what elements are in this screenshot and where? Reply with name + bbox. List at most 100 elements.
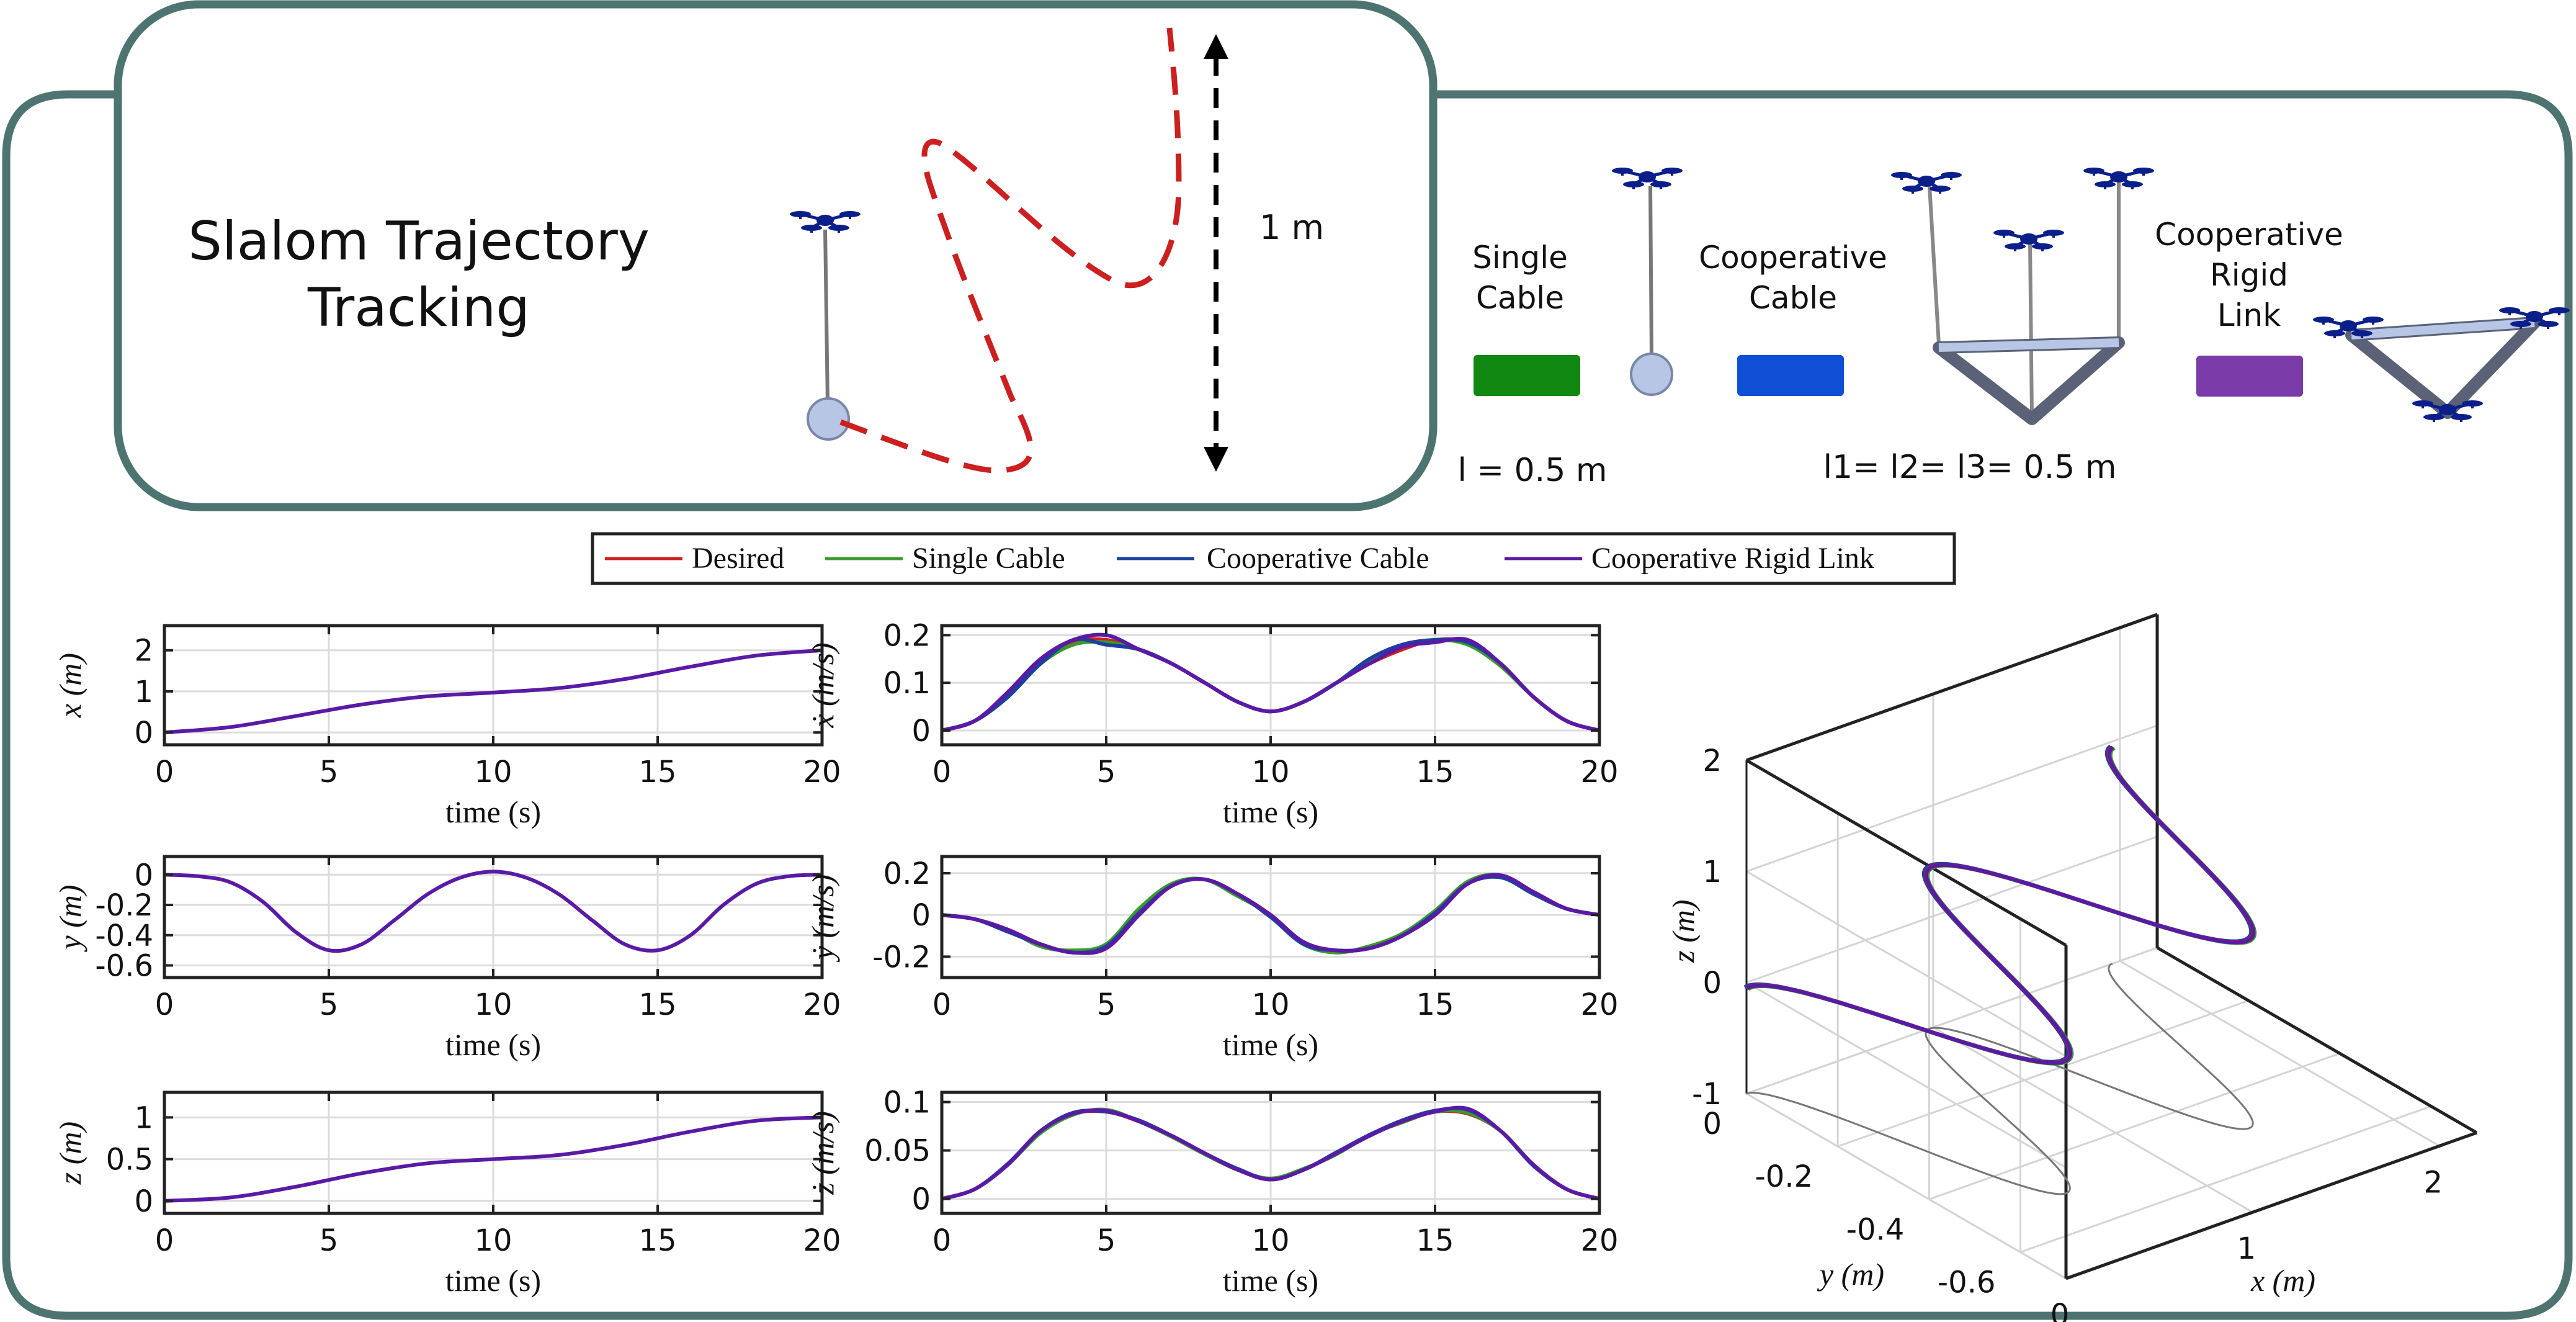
z-tick-label: 2 [1702, 744, 1722, 778]
x-tick-label: 0 [932, 1223, 952, 1258]
y-tick-label: 1 [134, 675, 153, 709]
y-axis-label: z (m) [53, 1122, 87, 1185]
x-tick-label: 20 [803, 755, 841, 789]
drone-icon [2083, 168, 2154, 189]
line-chart-6: 0 5 10 15 20 0 0.05 0.1 time (s) ż (m/s) [805, 1086, 1619, 1298]
coop-lengths-label: l1= l2= l3= 0.5 m [1823, 449, 2117, 486]
x-tick-label: 15 [1416, 987, 1454, 1022]
x-tick-label: 10 [474, 755, 512, 789]
legend-rigid-link: Cooperative Rigid Link [1591, 542, 1874, 575]
title-panel [114, 0, 1438, 511]
rigid-label-2: Rigid [2210, 257, 2288, 293]
y-tick-label: 0 [911, 714, 931, 749]
y-tick-label: 0.1 [883, 1086, 931, 1120]
line-chart-1: 0 5 10 15 20 0 1 2 time (s) x (m) [53, 624, 841, 829]
drone-icon [2412, 400, 2483, 422]
y-tick-label: 0 [134, 1184, 153, 1219]
x-axis-label: time (s) [1223, 1027, 1318, 1062]
rigid-label-1: Cooperative [2155, 217, 2343, 253]
x-axis-label: time (s) [1223, 794, 1318, 829]
rigid-link-structure [2313, 307, 2570, 422]
drone-icon [1612, 168, 1683, 189]
x-tick-label: 10 [1251, 755, 1289, 789]
scale-label: 1 m [1259, 208, 1324, 247]
y-tick-label: 0 [134, 858, 153, 893]
x-tick-label: 15 [638, 755, 676, 789]
axis-line [2156, 946, 2478, 1135]
legend-single-cable: Single Cable [912, 542, 1065, 575]
y-tick-label: -0.6 [1938, 1265, 1996, 1300]
x-tick-label: 20 [803, 987, 841, 1022]
series-line [941, 873, 1600, 955]
series-line [941, 632, 1600, 732]
legend-coop-cable: Cooperative Cable [1207, 542, 1429, 575]
scale-arrow [1204, 34, 1228, 472]
x-tick-label: 15 [638, 987, 676, 1022]
axis-line [2065, 1131, 2477, 1280]
x-tick-label: 0 [155, 755, 174, 789]
single-cable-swatch [1474, 355, 1580, 396]
grid-line [1746, 981, 2067, 1169]
x-tick-label: 1 [2237, 1231, 2256, 1266]
z-tick-label: 1 [1702, 855, 1722, 889]
y-axis-label: ẋ (m/s) [805, 642, 840, 728]
axis-line [1745, 758, 2067, 947]
x-tick-label: 15 [1416, 1223, 1454, 1258]
series-line [164, 648, 823, 735]
x-tick-label: 10 [474, 1223, 512, 1258]
x-tick-label: 0 [2051, 1298, 2070, 1322]
line-chart-2: 0 5 10 15 20 0 0.1 0.2 time (s) ẋ (m/s) [805, 618, 1619, 829]
x-tick-label: 15 [1416, 755, 1454, 789]
y-tick-label: 0.2 [883, 618, 931, 653]
grid-line [1746, 835, 2158, 984]
y-tick-label: 0 [911, 1182, 931, 1217]
y-tick-label: 1 [134, 1100, 153, 1135]
x-axis-label: time (s) [1223, 1263, 1318, 1298]
line-chart-5: 0 5 10 15 20 0 0.5 1 time (s) z (m) [53, 1090, 841, 1298]
series-line [164, 870, 823, 953]
trajectory-3d [1743, 744, 2253, 1064]
z-tick-label: 0 [1702, 966, 1722, 1000]
x-tick-label: 5 [1097, 987, 1116, 1022]
x-tick-label: 20 [1580, 755, 1618, 789]
y-tick-label: -0.2 [872, 940, 931, 974]
x-tick-label: 20 [1580, 987, 1618, 1022]
grid-line [1837, 999, 2249, 1148]
x-tick-label: 5 [1097, 755, 1116, 789]
y-tick-label: 0.05 [864, 1134, 931, 1169]
y-tick-label: 0 [1702, 1107, 1722, 1141]
x-axis-label: time (s) [445, 1263, 541, 1298]
grid-line [1746, 870, 2067, 1058]
title-line-1: Slalom Trajectory [188, 210, 649, 272]
y-tick-label: -0.4 [95, 919, 153, 953]
drone-icon [2313, 317, 2384, 338]
x-tick-label: 5 [320, 987, 339, 1022]
title-line-2: Tracking [307, 277, 530, 339]
grid-line [1746, 947, 2158, 1095]
grid-line [2119, 960, 2440, 1147]
coop-cable-structure [1891, 168, 2154, 425]
x-axis-label: time (s) [445, 794, 541, 829]
y-tick-label: 2 [134, 634, 153, 668]
single-cable-label-2: Cable [1476, 280, 1564, 316]
drone-icon [2499, 307, 2570, 329]
y-tick-label: 0.5 [106, 1143, 153, 1177]
x-tick-label: 5 [320, 1223, 339, 1258]
slalom-desired-path [839, 27, 1182, 474]
coop-cable-label-1: Cooperative [1699, 240, 1887, 276]
x-tick-label: 0 [932, 755, 952, 789]
x-tick-label: 15 [638, 1223, 676, 1258]
x-tick-label: 0 [155, 1223, 174, 1258]
legend: Desired Single Cable Cooperative Cable C… [591, 532, 1956, 585]
y-tick-label: -0.4 [1846, 1212, 1905, 1247]
series-line [941, 1105, 1600, 1201]
trajectory-3d [1747, 746, 2257, 1066]
y-axis-label: ẏ (m/s) [805, 875, 840, 963]
z-axis-label: z (m) [1666, 899, 1701, 963]
grid-line [1746, 1092, 2067, 1280]
x-axis-label: time (s) [445, 1027, 541, 1062]
y-tick-label: 0.2 [883, 857, 931, 891]
